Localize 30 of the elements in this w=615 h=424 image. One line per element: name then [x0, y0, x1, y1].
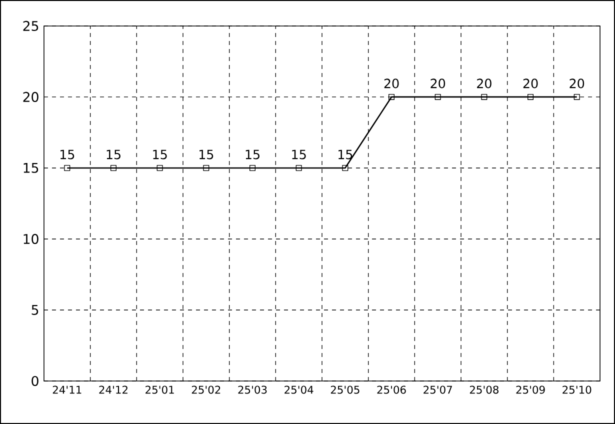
x-tick-label: 24'11: [52, 386, 82, 394]
y-tick-label: 25: [23, 20, 38, 32]
data-label: 15: [60, 150, 74, 160]
y-tick-label: 15: [24, 163, 38, 173]
data-label: 20: [384, 78, 399, 88]
data-label: 15: [106, 150, 120, 160]
data-label: 15: [246, 150, 260, 160]
x-tick-label: 25'07: [424, 386, 452, 394]
data-label: 20: [570, 78, 584, 88]
x-tick-label: 25'06: [377, 386, 406, 394]
x-tick-label: 25'08: [470, 386, 498, 394]
data-label: 15: [338, 150, 352, 160]
data-label: 20: [523, 78, 538, 88]
y-tick-label: 10: [24, 234, 38, 244]
x-tick-label: 25'02: [192, 386, 220, 394]
x-tick-label: 25'04: [284, 386, 314, 394]
data-label: 15: [153, 150, 167, 160]
y-tick-label: 20: [23, 92, 38, 102]
x-tick-label: 25'01: [146, 386, 174, 394]
x-tick-label: 25'10: [562, 386, 592, 394]
x-tick-label: 24'12: [99, 386, 128, 394]
x-tick-label: 25'03: [238, 386, 267, 394]
data-label: 15: [200, 150, 214, 160]
data-label: 20: [477, 78, 492, 88]
y-tick-label: 0: [32, 376, 38, 386]
data-label: 20: [430, 78, 446, 88]
x-tick-label: 25'09: [516, 386, 545, 394]
y-tick-label: 5: [32, 305, 38, 315]
data-label: 15: [292, 150, 306, 160]
x-tick-label: 25'05: [330, 386, 360, 394]
